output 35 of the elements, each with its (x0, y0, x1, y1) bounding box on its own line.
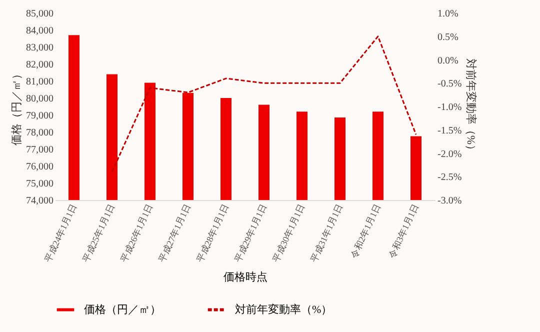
y-tick-label: 78,000 (26, 128, 54, 138)
x-tick-label: 平成25年1月1日 (80, 202, 117, 264)
y2-tick-label: -1.0% (438, 102, 462, 113)
x-tick-label: 平成30年1月1日 (270, 202, 307, 264)
y-tick-label: 77,000 (26, 144, 54, 156)
y2-tick-label: -2.5% (438, 172, 462, 184)
y-tick-label: 79,000 (26, 110, 54, 122)
y2-tick-label: -3.0% (438, 196, 462, 206)
x-tick-label: 令和3年1月1日 (386, 202, 421, 260)
y2-tick-label: -1.5% (438, 125, 462, 136)
y2-tick-label: -0.5% (438, 78, 462, 90)
y-tick-label: 83,000 (26, 42, 54, 54)
y2-tick-label: 0.5% (438, 32, 458, 43)
x-tick-label: 平成26年1月1日 (118, 202, 155, 264)
x-axis-title: 価格時点 (224, 270, 268, 284)
y-tick-label: 82,000 (26, 60, 54, 70)
y-tick-label: 80,000 (26, 94, 54, 104)
x-tick-label: 平成28年1月1日 (194, 202, 231, 264)
x-tick-label: 平成27年1月1日 (156, 202, 193, 264)
x-tick-label: 平成31年1月1日 (308, 202, 345, 264)
y-tick-label: 84,000 (26, 26, 54, 36)
legend-label: 価格（円／㎡） (84, 304, 161, 316)
x-tick-label: 令和2年1月1日 (348, 202, 383, 260)
y-tick-label: 85,000 (26, 8, 54, 20)
y-tick-label: 76,000 (26, 162, 54, 172)
line-series (111, 36, 417, 173)
y2-tick-label: 1.0% (438, 8, 458, 20)
y-axis-title: 価格（円／㎡） (11, 68, 23, 146)
y-tick-label: 81,000 (26, 76, 54, 88)
x-tick-label: 平成29年1月1日 (232, 202, 269, 264)
y2-tick-label: 0.0% (438, 55, 458, 66)
y-tick-label: 75,000 (26, 178, 54, 190)
y2-axis-title: 対前年変動率（%） (464, 58, 478, 156)
y2-tick-label: -2.0% (438, 148, 462, 160)
legend-label: 対前年変動率（%） (235, 302, 332, 316)
